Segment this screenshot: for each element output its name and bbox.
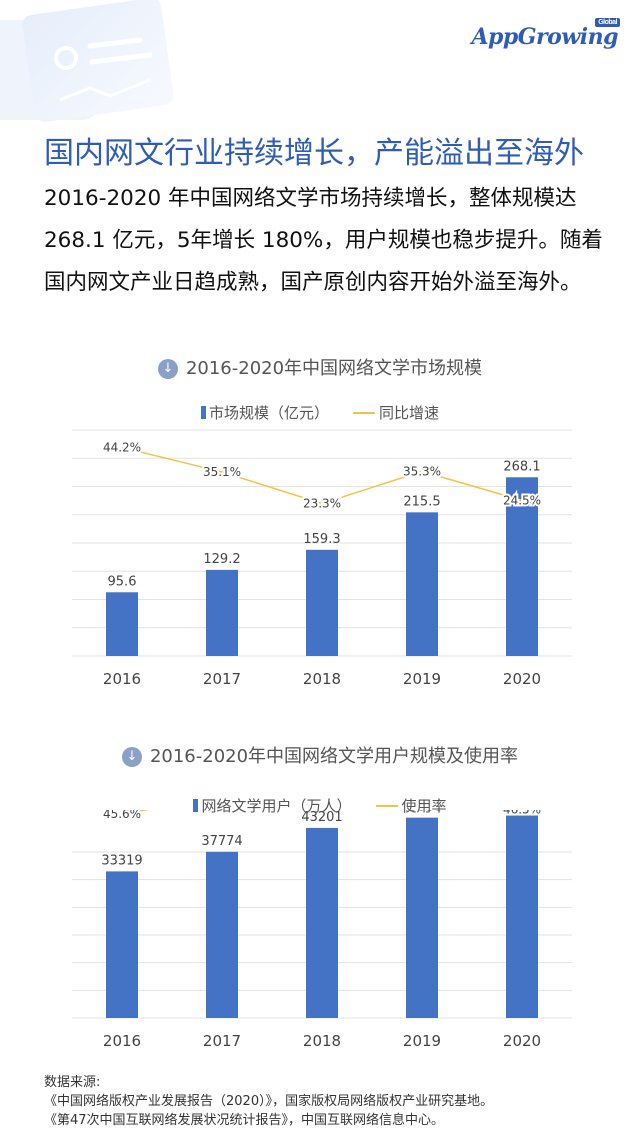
bar — [506, 477, 538, 656]
rate-line — [121, 446, 523, 505]
bar-data-label: 215.5 — [403, 494, 440, 509]
line-data-label: 46.5% — [503, 810, 541, 816]
page-title: 国内网文行业持续增长，产能溢出至海外 — [44, 136, 584, 171]
x-tick-label: 2020 — [503, 1032, 541, 1050]
legend-bar-swatch — [193, 799, 199, 812]
x-tick-label: 2017 — [203, 670, 241, 688]
legend-line-swatch — [353, 412, 375, 414]
source-line: 《中国网络版权产业发展报告（2020）》，国家版权局网络版权产业研究基地。 — [44, 1094, 494, 1109]
chart1-title: ↓ 2016-2020年中国网络文学市场规模 — [0, 354, 640, 380]
x-tick-label: 2019 — [403, 670, 441, 688]
chart2-legend: 网络文学用户（万人） 使用率 — [0, 795, 640, 816]
data-source: 数据来源: 《中国网络版权产业发展报告（2020）》，国家版权局网络版权产业研究… — [44, 1073, 624, 1130]
bar-data-label: 46013 — [501, 810, 542, 813]
intro-paragraph: 2016-2020 年中国网络文学市场持续增长，整体规模达 268.1 亿元，5… — [44, 186, 603, 295]
x-tick-label: 2020 — [503, 670, 541, 688]
bar — [206, 569, 238, 656]
chart2-title: ↓ 2016-2020年中国网络文学用户规模及使用率 — [0, 742, 640, 768]
bar — [106, 592, 138, 656]
user-scale-chart: 33319 2016 37774 2017 43201 2018 45538 2019 4601… — [72, 810, 572, 1050]
bar-data-label: 45538 — [401, 810, 442, 815]
line-data-label: 24.5% — [503, 493, 541, 507]
bar — [106, 871, 138, 1018]
bar-data-label: 37774 — [201, 834, 242, 849]
document-illustration-icon — [0, 0, 174, 122]
line-data-label: 23.3% — [303, 497, 341, 511]
bar-data-label: 268.1 — [503, 459, 540, 474]
bar-data-label: 43201 — [301, 810, 342, 825]
appgrowing-logo: AppGrowing Global — [471, 18, 620, 50]
bar — [306, 827, 338, 1018]
x-tick-label: 2019 — [403, 1032, 441, 1050]
down-arrow-icon: ↓ — [157, 359, 178, 379]
down-arrow-icon: ↓ — [121, 747, 142, 767]
bar — [506, 815, 538, 1018]
bar-data-label: 129.2 — [203, 552, 240, 567]
x-tick-label: 2016 — [103, 670, 141, 688]
legend-bar-swatch — [200, 406, 206, 419]
line-data-label: 35.3% — [403, 464, 441, 478]
bar-data-label: 33319 — [101, 853, 142, 868]
bar — [406, 512, 438, 656]
x-tick-label: 2018 — [303, 1032, 341, 1050]
x-tick-label: 2016 — [103, 1032, 141, 1050]
x-tick-label: 2017 — [203, 1032, 241, 1050]
source-line: 《第47次中国互联网络发展状况统计报告》，中国互联网络信息中心。 — [44, 1113, 445, 1128]
source-label: 数据来源: — [44, 1075, 101, 1090]
bar-data-label: 95.6 — [108, 574, 137, 589]
bar-data-label: 159.3 — [303, 532, 340, 547]
line-data-label: 45.6% — [103, 810, 141, 821]
bar — [306, 549, 338, 656]
bar — [406, 817, 438, 1018]
line-data-label: 44.2% — [103, 441, 141, 455]
legend-line-swatch — [375, 805, 398, 807]
line-data-label: 35.1% — [203, 465, 241, 479]
chart1-legend: 市场规模（亿元） 同比增速 — [0, 402, 640, 423]
bar — [206, 851, 238, 1018]
x-tick-label: 2018 — [303, 670, 341, 688]
market-size-chart: 95.6 2016 129.2 2017 159.3 2018 215.5 2019 268.1… — [72, 429, 572, 688]
